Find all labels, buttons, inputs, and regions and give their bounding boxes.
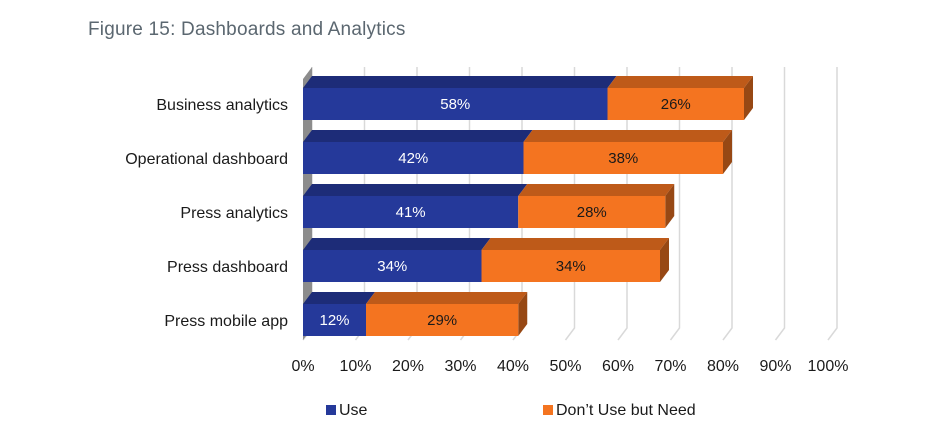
bar-value-label: 42%	[398, 150, 428, 167]
bar-front-face	[303, 88, 608, 120]
bar-value-label: 26%	[661, 96, 691, 113]
bar-segment	[518, 184, 675, 228]
bar-front-face	[303, 142, 524, 174]
bar-front-face	[303, 250, 482, 282]
bar-top-face	[366, 292, 528, 304]
legend-label: Use	[339, 402, 368, 419]
bar-value-label: 41%	[396, 204, 426, 221]
bar-front-face	[518, 196, 666, 228]
bar-front-face	[607, 88, 744, 120]
bar-segment	[481, 238, 669, 282]
x-tick-label: 100%	[808, 358, 849, 375]
bar-top-face	[523, 130, 732, 142]
category-labels: Business analytics Operational dashboard P…	[125, 97, 288, 330]
category-label: Press mobile app	[164, 313, 288, 330]
bar-labels: 58% 26% 42% 38% 41% 28% 34% 34% 12% 29%	[319, 96, 690, 329]
bar-top-face	[303, 292, 375, 304]
bar-segment	[303, 238, 491, 282]
bar-value-label: 28%	[577, 204, 607, 221]
x-tick-label: 20%	[392, 358, 424, 375]
category-label: Business analytics	[156, 97, 288, 114]
bar-segment	[303, 76, 617, 120]
legend-label: Don’t Use but Need	[556, 402, 696, 419]
x-tick-label: 90%	[759, 358, 791, 375]
bar-front-face	[303, 304, 366, 336]
x-tick-label: 10%	[339, 358, 371, 375]
x-tick-label: 40%	[497, 358, 529, 375]
bar-value-label: 34%	[556, 258, 586, 275]
bar-top-face	[303, 130, 533, 142]
bar-front-face	[523, 142, 723, 174]
chart-title: Figure 15: Dashboards and Analytics	[88, 19, 406, 40]
bar-top-face	[303, 184, 528, 196]
legend-swatch	[326, 405, 336, 415]
legend-item: Use	[326, 402, 368, 419]
bar-segment	[303, 130, 533, 174]
gridline	[827, 67, 838, 341]
bar-side-face	[744, 76, 753, 120]
x-tick-label: 60%	[602, 358, 634, 375]
bar-value-label: 29%	[427, 312, 457, 329]
gridline	[774, 67, 786, 341]
legend: Use Don’t Use but Need	[326, 402, 696, 419]
bar-side-face	[518, 292, 528, 336]
x-tick-label: 30%	[444, 358, 476, 375]
bar-front-face	[366, 304, 519, 336]
bar-top-face	[607, 76, 753, 88]
bar-segment	[303, 184, 528, 228]
bar-segment	[366, 292, 528, 336]
bars	[303, 76, 753, 336]
legend-item: Don’t Use but Need	[543, 402, 696, 419]
bar-value-label: 58%	[440, 96, 470, 113]
bar-side-face	[660, 238, 669, 282]
x-tick-label: 70%	[654, 358, 686, 375]
bar-segment	[303, 292, 375, 336]
x-tick-label: 80%	[707, 358, 739, 375]
x-tick-label: 0%	[291, 358, 314, 375]
bar-value-label: 38%	[608, 150, 638, 167]
bar-front-face	[303, 196, 519, 228]
bar-side-face	[665, 184, 675, 228]
category-label: Press dashboard	[167, 259, 288, 276]
bar-top-face	[303, 238, 491, 250]
bar-top-face	[481, 238, 669, 250]
bar-value-label: 34%	[377, 258, 407, 275]
bar-segment	[607, 76, 753, 120]
bar-top-face	[518, 184, 675, 196]
x-tick-labels: 0% 10% 20% 30% 40% 50% 60% 70% 80% 90% 100%	[291, 358, 848, 375]
bar-value-label: 12%	[319, 312, 349, 329]
bar-front-face	[481, 250, 660, 282]
bar-top-face	[303, 76, 617, 88]
legend-swatch	[543, 405, 553, 415]
category-label: Operational dashboard	[125, 151, 288, 168]
bar-segment	[523, 130, 732, 174]
x-tick-label: 50%	[549, 358, 581, 375]
category-label: Press analytics	[180, 205, 288, 222]
bar-side-face	[723, 130, 732, 174]
